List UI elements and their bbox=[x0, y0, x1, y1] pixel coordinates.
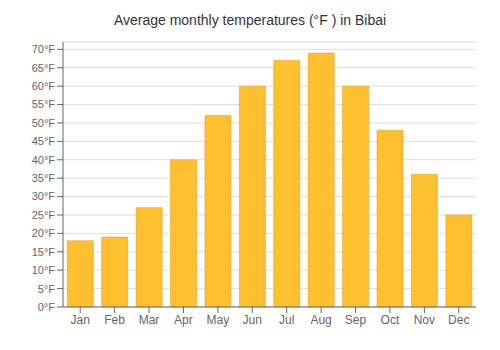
svg-text:5°F: 5°F bbox=[38, 283, 56, 295]
svg-text:Nov: Nov bbox=[414, 313, 435, 327]
svg-text:15°F: 15°F bbox=[32, 246, 56, 258]
svg-text:0°F: 0°F bbox=[38, 301, 56, 313]
svg-text:40°F: 40°F bbox=[32, 154, 56, 166]
svg-text:Jan: Jan bbox=[71, 313, 90, 327]
svg-text:May: May bbox=[207, 313, 230, 327]
svg-text:Oct: Oct bbox=[381, 313, 400, 327]
svg-text:45°F: 45°F bbox=[32, 135, 56, 147]
svg-text:65°F: 65°F bbox=[32, 62, 56, 74]
svg-text:Dec: Dec bbox=[448, 313, 469, 327]
svg-text:50°F: 50°F bbox=[32, 117, 56, 129]
svg-text:35°F: 35°F bbox=[32, 172, 56, 184]
svg-text:Apr: Apr bbox=[174, 313, 193, 327]
svg-text:Feb: Feb bbox=[104, 313, 125, 327]
svg-text:55°F: 55°F bbox=[32, 98, 56, 110]
svg-text:Sep: Sep bbox=[345, 313, 367, 327]
svg-text:Mar: Mar bbox=[139, 313, 160, 327]
svg-text:70°F: 70°F bbox=[32, 43, 56, 55]
svg-text:30°F: 30°F bbox=[32, 190, 56, 202]
svg-text:Aug: Aug bbox=[310, 313, 331, 327]
svg-text:10°F: 10°F bbox=[32, 264, 56, 276]
html-text:Average monthly temperatures (: Average monthly temperatures (°F ) in Bi… bbox=[113, 12, 387, 28]
svg-text:Jun: Jun bbox=[243, 313, 262, 327]
svg-text:60°F: 60°F bbox=[32, 80, 56, 92]
svg-text:20°F: 20°F bbox=[32, 227, 56, 239]
svg-text:Jul: Jul bbox=[279, 313, 294, 327]
svg-text:25°F: 25°F bbox=[32, 209, 56, 221]
